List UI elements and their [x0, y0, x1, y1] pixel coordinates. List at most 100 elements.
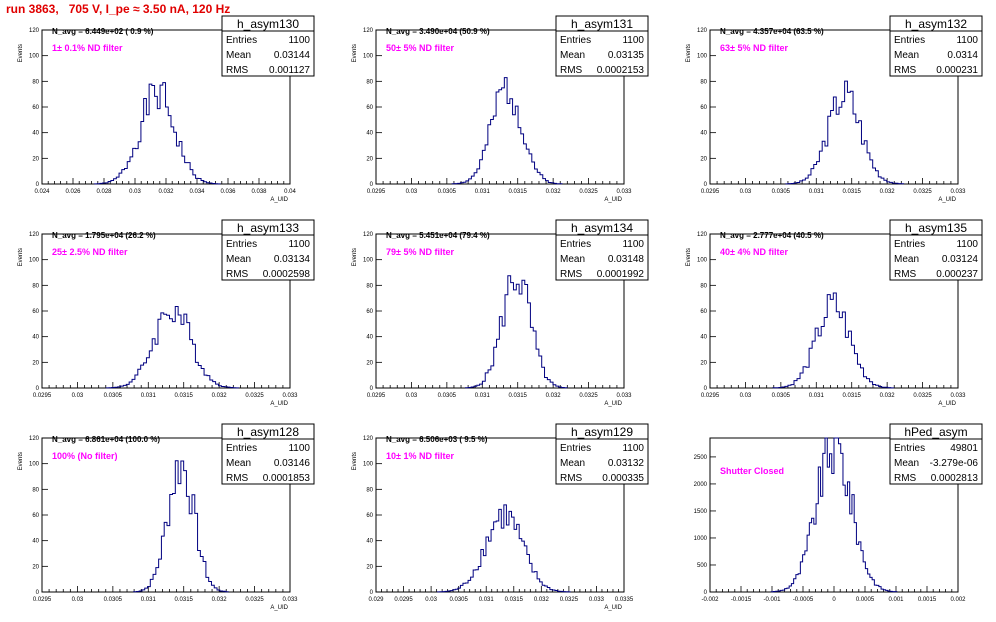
stats-value: 0.03124 — [942, 254, 979, 265]
x-tick-label: 0.03 — [129, 189, 141, 195]
x-axis-title: A_UID — [270, 197, 288, 203]
histogram-line — [436, 504, 571, 593]
x-tick-label: 0.0015 — [918, 597, 937, 603]
x-tick-label: 0.0295 — [701, 189, 720, 195]
stats-value: 0.000237 — [936, 269, 978, 280]
navg-label: N_avg = 2.777e+04 (40.5 %) — [720, 231, 824, 240]
x-tick-label: 0.033 — [950, 189, 966, 195]
x-axis-title: A_UID — [938, 197, 956, 203]
stats-label: Entries — [226, 35, 257, 46]
y-tick-label: 0 — [704, 182, 708, 188]
stats-box — [889, 15, 983, 77]
run-title: run 3863, 705 V, I_pe ≈ 3.50 nA, 120 Hz — [6, 2, 231, 16]
x-tick-label: 0.001 — [888, 597, 904, 603]
y-tick-label: 100 — [697, 258, 708, 264]
navg-label: N_avg = 3.490e+04 (50.9 %) — [386, 27, 490, 36]
stats-value: 1100 — [956, 35, 978, 46]
x-tick-label: 0.002 — [950, 597, 966, 603]
x-axis-title: A_UID — [604, 197, 622, 203]
x-tick-label: 0.031 — [809, 189, 825, 195]
x-tick-label: 0.03 — [406, 393, 418, 399]
stats-label: Entries — [226, 443, 257, 454]
histogram-name: h_asym128 — [237, 425, 299, 439]
stats-label: RMS — [894, 473, 917, 484]
filter-annotation: 100% (No filter) — [52, 451, 118, 461]
y-tick-label: 0 — [36, 182, 40, 188]
stats-label: Entries — [560, 35, 591, 46]
y-tick-label: 40 — [366, 131, 373, 137]
filter-annotation: 25± 2.5% ND filter — [52, 247, 128, 257]
filter-annotation: 50± 5% ND filter — [386, 43, 454, 53]
x-tick-label: 0.028 — [96, 189, 112, 195]
x-tick-label: 0.0295 — [367, 189, 386, 195]
x-tick-label: 0.04 — [284, 189, 296, 195]
x-tick-label: 0.032 — [546, 189, 562, 195]
y-tick-label: 1500 — [694, 509, 708, 515]
histogram-panel-h_asym132: 0 20 40 60 80 100 120 0.0295 0.03 0.0305 0.031 0.03… — [686, 15, 983, 203]
y-tick-label: 40 — [700, 131, 707, 137]
stats-label: Mean — [560, 254, 585, 265]
navg-label: N_avg = 4.357e+04 (63.5 %) — [720, 27, 824, 36]
histogram-line — [785, 80, 905, 185]
stats-value: 0.0314 — [947, 50, 978, 61]
x-tick-label: 0.0305 — [104, 393, 123, 399]
x-tick-label: 0.033 — [950, 393, 966, 399]
x-tick-label: 0.0325 — [245, 597, 264, 603]
x-tick-label: 0.031 — [141, 597, 157, 603]
filter-annotation: Shutter Closed — [720, 466, 784, 476]
stats-label: Mean — [560, 50, 585, 61]
y-axis-title: Events — [352, 248, 358, 266]
x-axis-title: A_UID — [604, 605, 622, 611]
stats-label: RMS — [560, 269, 583, 280]
y-tick-label: 60 — [366, 513, 373, 519]
x-tick-label: 0.032 — [534, 597, 550, 603]
x-tick-label: 0.0315 — [509, 393, 528, 399]
histogram-line — [772, 292, 895, 389]
x-tick-label: 0.032 — [880, 393, 896, 399]
stats-box — [221, 15, 315, 77]
stats-label: Entries — [560, 443, 591, 454]
x-axis-title: A_UID — [270, 605, 288, 611]
y-tick-label: 20 — [32, 156, 39, 162]
y-tick-label: 20 — [32, 564, 39, 570]
y-tick-label: 80 — [32, 487, 39, 493]
x-tick-label: 0.0305 — [104, 597, 123, 603]
y-axis-title: Events — [686, 44, 692, 62]
stats-value: 1100 — [288, 35, 310, 46]
stats-box — [555, 15, 649, 77]
stats-label: RMS — [226, 269, 249, 280]
x-tick-label: 0.0305 — [438, 189, 457, 195]
x-tick-label: 0.0295 — [394, 597, 413, 603]
stats-label: Entries — [894, 443, 925, 454]
y-axis-title: Events — [18, 248, 24, 266]
x-tick-label: 0.032 — [880, 189, 896, 195]
stats-label: RMS — [226, 473, 249, 484]
x-axis-title: A_UID — [270, 401, 288, 407]
y-tick-label: 80 — [32, 79, 39, 85]
y-tick-label: 0 — [704, 590, 708, 596]
x-tick-label: 0.032 — [212, 597, 228, 603]
y-tick-label: 60 — [366, 105, 373, 111]
histogram-line — [464, 275, 568, 389]
x-tick-label: 0.03 — [72, 597, 84, 603]
y-tick-label: 60 — [700, 105, 707, 111]
stats-box — [221, 423, 315, 485]
y-tick-label: 0 — [370, 590, 374, 596]
y-tick-label: 80 — [366, 79, 373, 85]
stats-box — [889, 219, 983, 281]
x-tick-label: 0.0305 — [772, 189, 791, 195]
y-tick-label: 0 — [370, 182, 374, 188]
y-tick-label: 100 — [363, 462, 374, 468]
histogram-line — [105, 305, 240, 389]
y-tick-label: 120 — [29, 232, 40, 238]
stats-label: RMS — [226, 65, 249, 76]
stats-value: 0.03135 — [608, 50, 645, 61]
y-tick-label: 100 — [363, 258, 374, 264]
stats-value: 0.03144 — [274, 50, 311, 61]
x-tick-label: 0.0295 — [33, 597, 52, 603]
y-tick-label: 20 — [366, 156, 373, 162]
y-axis-title: Events — [18, 452, 24, 470]
stats-value: 0.0002598 — [263, 269, 311, 280]
x-tick-label: 0.034 — [189, 189, 205, 195]
